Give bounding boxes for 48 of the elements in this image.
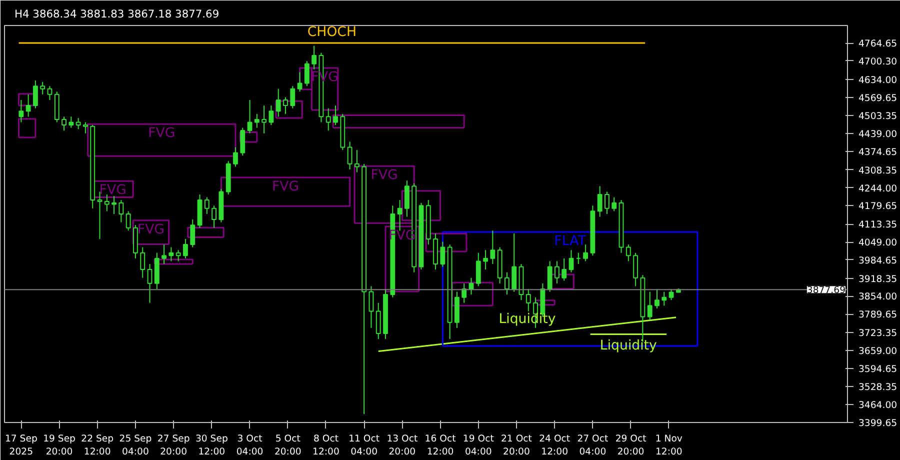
y-tick-label: 4700.30 xyxy=(858,56,898,68)
series-label: CHOCH xyxy=(307,25,357,40)
x-tick-label: 1 Nov 12:00 xyxy=(655,434,683,458)
y-tick-label: 3723.35 xyxy=(858,328,898,340)
x-tick-label: 30 Sep 12:00 xyxy=(195,434,228,458)
series-label: FVG xyxy=(99,183,126,198)
x-tick-label: 29 Oct 20:00 xyxy=(615,434,647,458)
x-tick-label: 24 Oct 12:00 xyxy=(539,434,570,458)
y-tick-label: 4634.00 xyxy=(858,74,898,86)
x-tick-label: 27 Oct 04:00 xyxy=(577,434,609,458)
y-tick-label: 3984.65 xyxy=(858,255,898,266)
y-tick-label: 4374.65 xyxy=(858,147,898,158)
x-tick-label: 5 Oct 20:00 xyxy=(274,434,302,458)
y-tick-label: 4179.65 xyxy=(858,201,898,212)
y-tick-label: 4569.65 xyxy=(858,92,898,104)
x-tick-label: 21 Oct 20:00 xyxy=(501,434,532,458)
y-tick-label: 3399.65 xyxy=(858,418,898,429)
y-tick-label: 4764.65 xyxy=(858,38,898,50)
y-tick-label: 3659.00 xyxy=(858,346,898,357)
x-tick-label: 19 Sep 20:00 xyxy=(43,434,76,458)
x-tick-label: 3 Oct 04:00 xyxy=(236,434,264,458)
y-tick-label: 4113.35 xyxy=(858,220,898,231)
y-tick-label: 4049.00 xyxy=(858,238,898,249)
y-tick-label: 3918.35 xyxy=(858,274,898,285)
x-tick-label: 13 Oct 20:00 xyxy=(386,434,418,458)
x-tick-label: 22 Sep 12:00 xyxy=(81,434,114,458)
chart-title: H4 3868.34 3881.83 3867.18 3877.69 xyxy=(14,8,220,20)
series-label: FVG xyxy=(137,222,165,238)
series-label: FVG xyxy=(272,180,300,195)
series-label: FVG xyxy=(148,126,176,142)
y-tick-label: 3789.65 xyxy=(858,310,898,321)
y-tick-label: 3528.35 xyxy=(858,382,898,394)
x-tick-label: 16 Oct 12:00 xyxy=(424,434,456,458)
y-tick-label: 4439.00 xyxy=(858,129,898,140)
series-label: FVG xyxy=(370,168,398,184)
y-tick-label: 4503.35 xyxy=(858,111,898,122)
y-tick-label: 3464.00 xyxy=(858,400,898,412)
series-label: FLAT xyxy=(554,234,587,250)
x-tick-label: 27 Sep 20:00 xyxy=(157,434,190,458)
x-tick-label: 8 Oct 12:00 xyxy=(312,434,340,458)
x-tick-label: 25 Sep 04:00 xyxy=(119,434,152,458)
y-tick-label: 4308.35 xyxy=(858,165,898,176)
y-tick-label: 3854.00 xyxy=(858,292,898,303)
y-tick-label: 4244.00 xyxy=(858,183,898,194)
y-tick-label: 3594.65 xyxy=(858,364,898,375)
x-tick-label: 17 Sep 2025 xyxy=(4,434,38,458)
x-tick-label: 11 Oct 04:00 xyxy=(348,434,380,458)
x-tick-label: 19 Oct 04:00 xyxy=(462,434,494,458)
